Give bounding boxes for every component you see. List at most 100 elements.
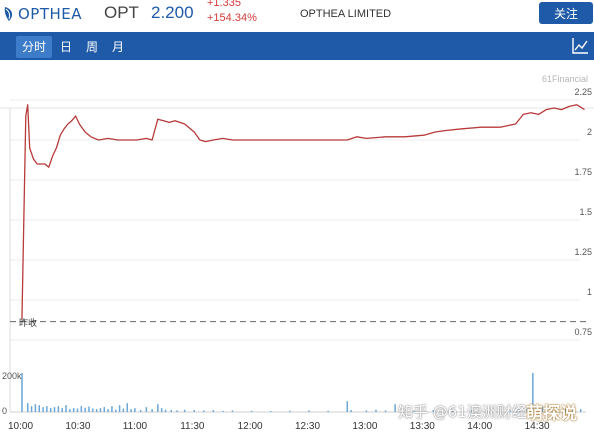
tab-monthly[interactable]: 月 xyxy=(112,40,125,54)
volume-bar xyxy=(21,373,23,412)
volume-bar xyxy=(53,407,56,412)
x-tick-label: 11:30 xyxy=(180,421,205,432)
volume-bar xyxy=(365,410,368,412)
period-tab-bar: 分时 日 周 月 xyxy=(0,32,594,60)
company-name: OPTHEA LIMITED xyxy=(300,8,392,20)
volume-bar xyxy=(61,408,63,412)
volume-bar xyxy=(564,409,567,412)
x-tick-label: 13:00 xyxy=(352,421,378,432)
volume-bar xyxy=(130,409,132,412)
x-tick-label: 14:00 xyxy=(467,421,493,432)
volume-bar xyxy=(157,404,159,412)
last-price: 2.200 xyxy=(151,3,194,22)
volume-bar xyxy=(541,406,544,412)
logo-text: OPTHEA xyxy=(18,5,83,23)
y-tick-label: 1.5 xyxy=(579,207,592,217)
volume-bar xyxy=(549,408,551,412)
volume-bar xyxy=(30,406,33,412)
volume-bar xyxy=(57,406,60,412)
price-change-percent: +154.34% xyxy=(207,12,257,24)
volume-bar xyxy=(46,406,48,412)
volume-bar xyxy=(42,407,44,412)
volume-bar xyxy=(289,410,291,412)
volume-bar xyxy=(556,407,559,412)
price-change: +1.335 xyxy=(207,0,241,9)
quote-header: OPTHEA OPT 2.200 +1.335 +154.34% OPTHEA … xyxy=(0,0,594,32)
volume-bar xyxy=(88,406,90,412)
volume-bar xyxy=(164,409,167,412)
tab-weekly[interactable]: 周 xyxy=(86,40,99,54)
volume-bar xyxy=(413,410,415,412)
volume-bar xyxy=(375,409,377,412)
volume-bar xyxy=(65,405,67,412)
volume-bar xyxy=(69,409,71,412)
y-tick-label: 2 xyxy=(586,127,592,137)
ticker-symbol: OPT xyxy=(104,3,139,22)
opthea-leaf-icon xyxy=(4,7,13,21)
volume-bar xyxy=(38,405,40,412)
volume-tick-label: 0 xyxy=(2,406,8,416)
volume-bar xyxy=(203,410,205,412)
volume-bar xyxy=(250,410,253,412)
site-watermark: 萌探说 xyxy=(526,404,577,424)
tab-daily[interactable]: 日 xyxy=(60,40,73,54)
volume-bar xyxy=(122,408,125,412)
volume-bar xyxy=(231,410,234,412)
volume-bar xyxy=(509,410,511,412)
volume-bar xyxy=(327,410,329,412)
volume-bar xyxy=(432,410,435,412)
volume-bar xyxy=(111,406,113,412)
volume-bar xyxy=(160,408,163,412)
volume-bar xyxy=(76,408,79,412)
volume-bar xyxy=(269,411,272,412)
volume-bar xyxy=(95,409,98,412)
volume-bar xyxy=(384,410,387,412)
volume-bar xyxy=(346,401,349,412)
volume-bar xyxy=(170,410,172,412)
volume-bar xyxy=(134,408,136,412)
volume-bar xyxy=(92,408,94,412)
x-tick-label: 12:30 xyxy=(295,421,321,432)
y-tick-label: 0.75 xyxy=(574,327,592,337)
volume-bar xyxy=(535,407,538,412)
volume-bar xyxy=(34,404,37,412)
volume-bar xyxy=(139,410,142,412)
volume-bar xyxy=(151,409,153,412)
chart-canvas xyxy=(0,99,594,413)
volume-bar xyxy=(572,408,574,412)
volume-bar xyxy=(451,410,454,412)
y-tick-label: 1 xyxy=(586,287,592,297)
tab-intraday[interactable]: 分时 xyxy=(16,36,53,58)
y-tick-label: 2.25 xyxy=(574,87,592,97)
price-line xyxy=(21,104,585,320)
volume-bar xyxy=(103,407,106,412)
volume-bar xyxy=(193,410,195,412)
volume-bar xyxy=(107,409,109,412)
volume-bar xyxy=(183,409,186,412)
volume-bar xyxy=(470,410,473,412)
volume-bar xyxy=(99,408,102,412)
volume-bar xyxy=(394,404,396,412)
x-tick-label: 11:00 xyxy=(122,421,148,432)
volume-tick-label: 200k xyxy=(2,371,22,381)
prev-close-label: 昨收 xyxy=(19,319,38,329)
volume-bar xyxy=(118,405,121,412)
y-tick-label: 1.75 xyxy=(574,167,592,177)
x-tick-label: 12:00 xyxy=(237,421,263,432)
volume-bar xyxy=(145,407,148,412)
line-chart-icon[interactable] xyxy=(570,36,590,56)
follow-button[interactable]: 关注 xyxy=(539,2,593,24)
volume-bar xyxy=(176,410,178,412)
volume-bar xyxy=(49,408,52,412)
volume-bar xyxy=(212,410,215,412)
data-source-watermark: 61Financial xyxy=(542,74,589,84)
volume-bar xyxy=(26,403,29,412)
volume-bar xyxy=(308,410,310,412)
x-tick-label: 14:30 xyxy=(524,421,550,432)
volume-bar xyxy=(403,410,406,412)
volume-bar xyxy=(126,403,128,412)
volume-bar xyxy=(115,409,117,412)
volume-bar xyxy=(80,406,83,412)
x-tick-label: 10:00 xyxy=(8,421,34,432)
x-tick-label: 10:30 xyxy=(65,421,91,432)
